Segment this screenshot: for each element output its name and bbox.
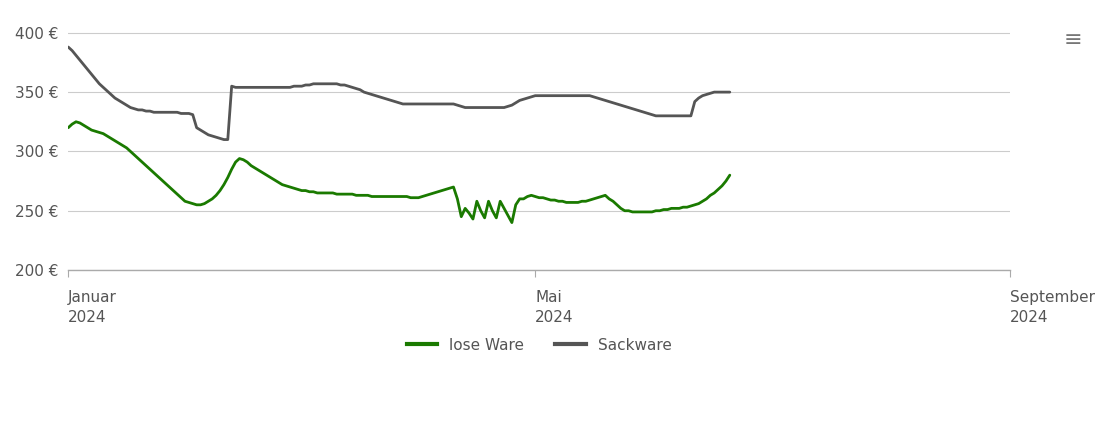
- Text: Januar: Januar: [68, 290, 117, 306]
- Text: Mai: Mai: [535, 290, 562, 306]
- Text: ≡: ≡: [1063, 30, 1082, 49]
- Legend: lose Ware, Sackware: lose Ware, Sackware: [401, 332, 678, 360]
- Text: 2024: 2024: [1010, 310, 1049, 325]
- Text: 2024: 2024: [535, 310, 574, 325]
- Text: September: September: [1010, 290, 1094, 306]
- Text: 2024: 2024: [68, 310, 107, 325]
